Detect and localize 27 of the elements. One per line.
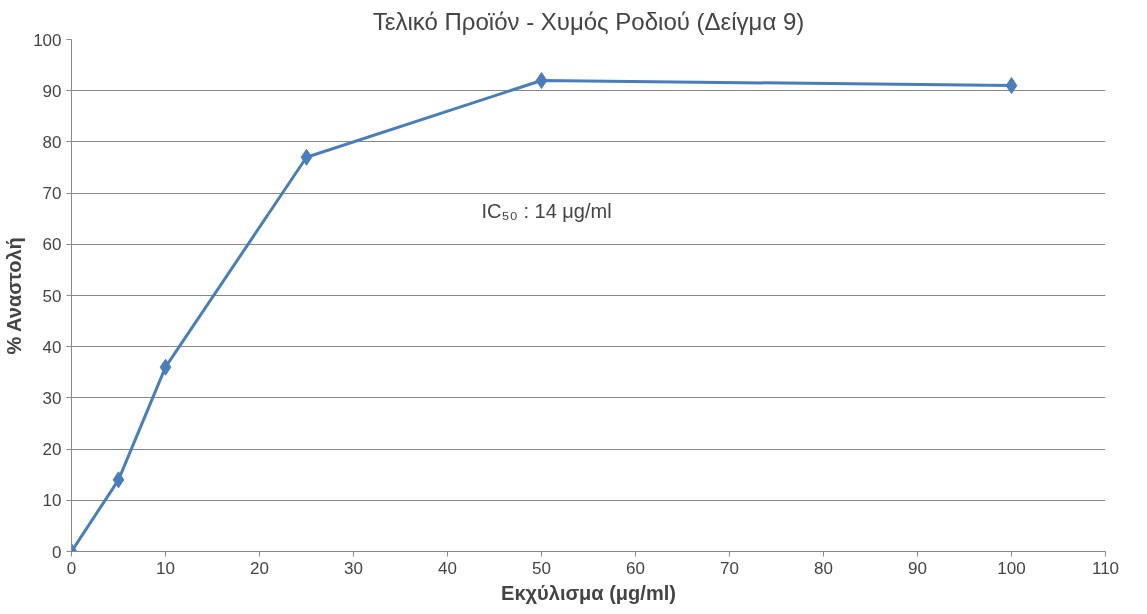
x-tick-label: 90: [908, 558, 927, 578]
x-axis-title: Εκχύλισμα (μg/ml): [501, 581, 676, 604]
x-tick-label: 30: [344, 558, 363, 578]
x-tick-label: 40: [438, 558, 457, 578]
y-tick-label: 80: [42, 132, 62, 152]
y-tick-label: 50: [42, 286, 62, 306]
y-tick-label: 100: [33, 30, 62, 50]
x-tick-label: 20: [250, 558, 269, 578]
y-tick-label: 0: [52, 542, 62, 562]
x-tick-label: 60: [626, 558, 645, 578]
x-tick-label: 80: [814, 558, 833, 578]
y-tick-label: 40: [42, 337, 62, 357]
x-tick-label: 0: [66, 558, 77, 578]
y-tick-label: 20: [42, 440, 62, 460]
x-tick-label: 70: [720, 558, 739, 578]
y-tick-label: 90: [42, 81, 62, 101]
y-tick-label: 70: [42, 184, 62, 204]
x-tick-label: 50: [532, 558, 551, 578]
x-tick-label: 110: [1091, 558, 1120, 578]
y-tick-label: 10: [42, 491, 62, 511]
y-tick-label: 30: [42, 388, 62, 408]
x-tick-label: 10: [156, 558, 175, 578]
chart-title: Τελικό Προϊόν - Χυμός Ροδιού (Δείγμα 9): [372, 7, 805, 35]
y-tick-label: 60: [42, 235, 62, 255]
x-tick-label: 100: [997, 558, 1026, 578]
annotation: IC₅₀ : 14 μg/ml: [481, 199, 612, 222]
y-axis-title: % Αναστολή: [3, 237, 26, 355]
